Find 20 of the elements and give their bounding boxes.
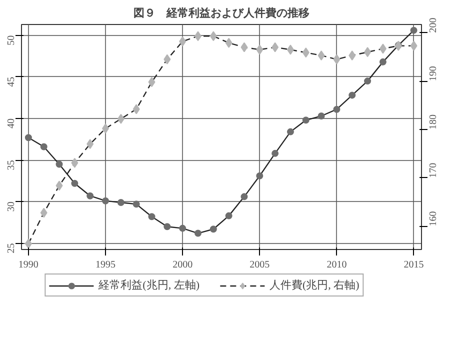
y-tick-label: 45 (6, 76, 17, 87)
x-tick-label: 2005 (250, 260, 270, 270)
y-tick-label: 50 (6, 35, 17, 46)
chart-title: 図９ 経常利益および人件費の推移 (134, 6, 310, 20)
y-tick-label: 25 (6, 243, 17, 254)
y2-tick-label: 200 (428, 18, 439, 33)
legend-label: 経常利益(兆円, 左軸) (98, 278, 200, 292)
y-tick-label: 35 (6, 160, 17, 170)
y-tick-label: 30 (6, 202, 17, 212)
legend-label: 人件費(兆円, 右軸) (269, 278, 360, 292)
x-tick-label: 2010 (326, 260, 347, 270)
x-tick-label: 2015 (404, 260, 424, 270)
y2-tick-label: 160 (428, 211, 439, 226)
y2-tick-label: 190 (428, 66, 439, 82)
y2-tick-label: 180 (428, 114, 439, 130)
x-tick-label: 1990 (18, 260, 38, 270)
x-tick-label: 1995 (96, 260, 116, 270)
y-tick-label: 40 (6, 118, 17, 128)
x-tick-label: 2000 (172, 260, 193, 270)
y2-tick-label: 170 (428, 162, 439, 178)
